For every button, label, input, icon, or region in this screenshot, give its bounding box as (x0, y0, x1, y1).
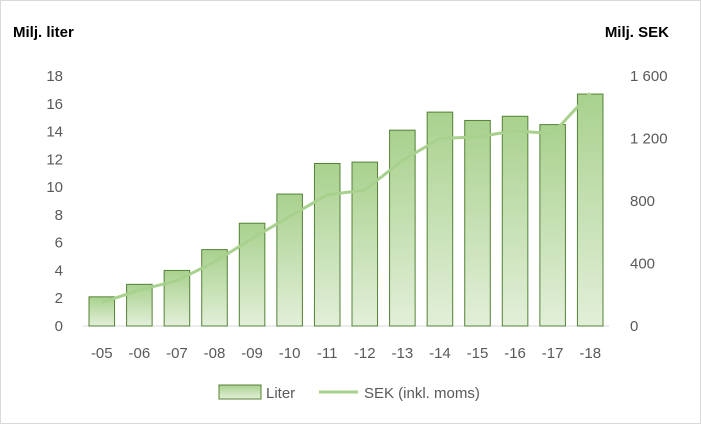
x-tick-label: -14 (429, 345, 451, 362)
left-tick-label: 4 (55, 262, 63, 279)
left-tick-label: 8 (55, 207, 63, 224)
x-tick-label: -11 (317, 345, 338, 362)
x-tick-label: -18 (579, 345, 601, 362)
bar (163, 269, 191, 327)
legend: Liter SEK (inkl. moms) (218, 384, 480, 402)
left-axis-title: Milj. liter (13, 24, 74, 41)
right-tick-label: 1 600 (630, 68, 668, 85)
left-axis-ticks: 0 2 4 6 8 10 12 14 16 18 (46, 68, 63, 335)
bar-series (88, 93, 604, 327)
x-tick-label: -10 (279, 345, 301, 362)
x-tick-label: -05 (91, 345, 113, 362)
left-tick-label: 14 (46, 124, 63, 141)
left-tick-label: 12 (46, 151, 63, 168)
legend-label-sek: SEK (inkl. moms) (364, 385, 480, 402)
right-axis-ticks: 0 400 800 1 200 1 600 (630, 68, 668, 335)
x-tick-label: -07 (166, 345, 188, 362)
left-tick-label: 16 (46, 96, 63, 113)
left-tick-label: 2 (55, 290, 63, 307)
right-tick-label: 1 200 (630, 131, 668, 148)
right-tick-label: 800 (630, 193, 655, 210)
bar (201, 249, 228, 327)
legend-swatch-liter (218, 384, 262, 400)
x-tick-label: -15 (467, 345, 489, 362)
bar (238, 222, 266, 327)
bar (351, 161, 379, 327)
right-axis-title: Milj. SEK (605, 24, 669, 41)
bar (464, 119, 491, 327)
left-tick-label: 18 (46, 68, 63, 85)
bar (539, 124, 566, 327)
x-tick-label: -08 (204, 345, 226, 362)
x-tick-label: -06 (129, 345, 151, 362)
left-tick-label: 6 (55, 235, 63, 252)
x-tick-label: -17 (542, 345, 564, 362)
x-axis-ticks: -05 -06 -07 -08 -09 -10 -11 -12 -13 -14 -15 -16 -17-… (91, 345, 601, 362)
sek-line-series (101, 92, 592, 305)
bar (276, 193, 303, 327)
left-tick-label: 10 (46, 179, 63, 196)
right-tick-label: 0 (630, 318, 638, 335)
x-tick-label: -16 (504, 345, 526, 362)
right-tick-label: 400 (630, 256, 655, 273)
legend-label-liter: Liter (266, 385, 295, 402)
bar (576, 93, 604, 327)
x-tick-label: -13 (392, 345, 414, 362)
left-tick-label: 0 (55, 318, 63, 335)
x-tick-label: -09 (241, 345, 263, 362)
x-tick-label: -12 (354, 345, 376, 362)
bar (313, 163, 341, 327)
bar (501, 115, 529, 327)
bar (389, 129, 416, 327)
bar (426, 111, 454, 327)
